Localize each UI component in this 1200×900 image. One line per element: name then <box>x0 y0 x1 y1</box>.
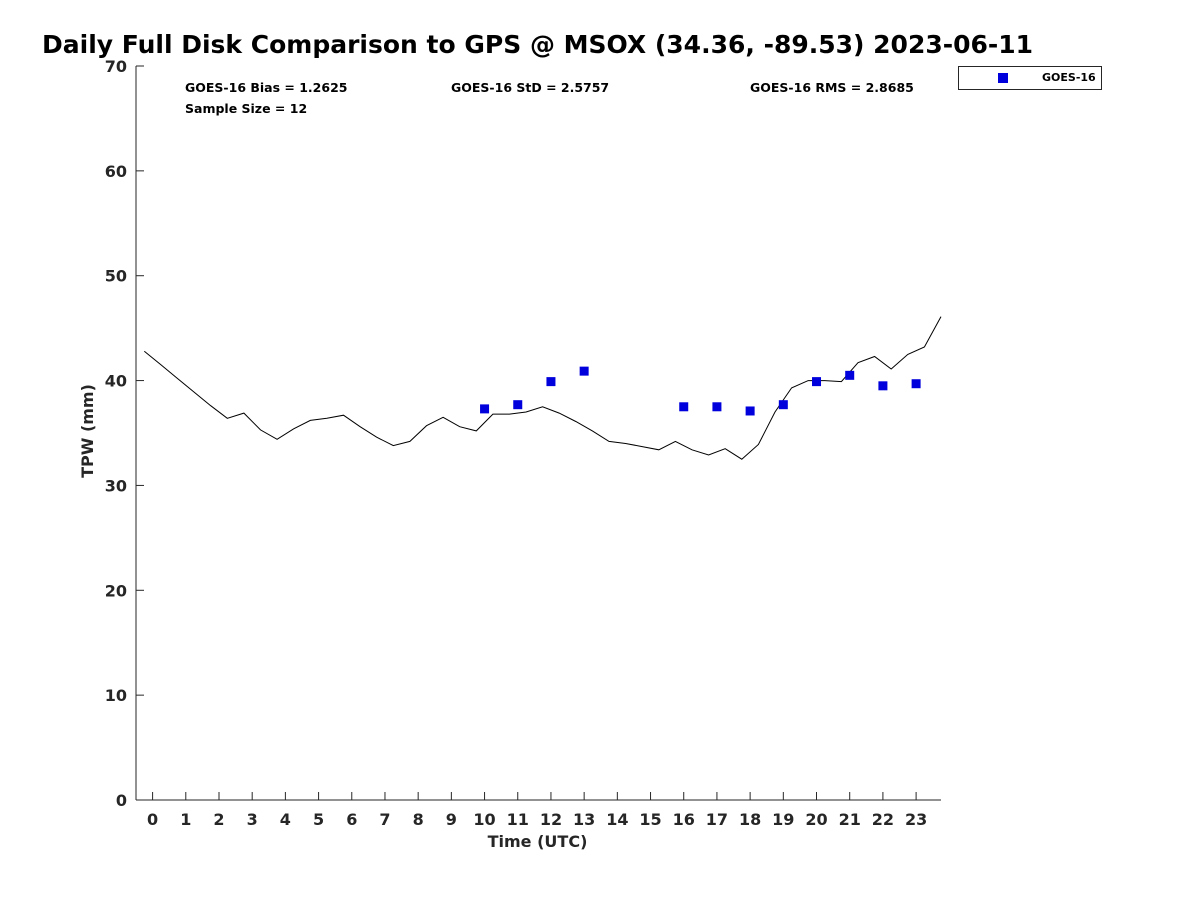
x-tick-label: 21 <box>839 810 861 829</box>
x-tick-label: 17 <box>706 810 728 829</box>
x-tick-label: 0 <box>147 810 158 829</box>
x-tick-label: 18 <box>739 810 761 829</box>
x-tick-label: 19 <box>772 810 794 829</box>
gps-line-series <box>143 316 942 460</box>
goes-16-point <box>878 381 888 391</box>
std-stat: GOES-16 StD = 2.5757 <box>451 80 609 95</box>
x-tick-label: 2 <box>213 810 224 829</box>
legend-marker-goes-16 <box>998 73 1008 83</box>
chart-title: Daily Full Disk Comparison to GPS @ MSOX… <box>42 30 1034 59</box>
goes-16-point <box>812 377 822 387</box>
sample-size-stat: Sample Size = 12 <box>185 101 307 116</box>
gps-tpw-line <box>143 316 942 460</box>
x-tick-label: 11 <box>507 810 529 829</box>
bias-stat: GOES-16 Bias = 1.2625 <box>185 80 347 95</box>
x-axis-label: Time (UTC) <box>488 832 588 851</box>
goes-16-points <box>480 366 921 416</box>
goes-16-point <box>679 402 689 412</box>
y-tick-label: 70 <box>105 57 127 76</box>
x-tick-label: 22 <box>872 810 894 829</box>
goes-16-point <box>845 370 855 380</box>
y-axis-label: TPW (mm) <box>78 384 97 478</box>
y-tick-label: 30 <box>105 476 127 495</box>
x-tick-label: 10 <box>473 810 495 829</box>
legend: GOES-16 <box>958 66 1102 90</box>
x-tick-label: 4 <box>280 810 291 829</box>
y-tick-label: 20 <box>105 581 127 600</box>
goes-16-point <box>911 379 921 389</box>
y-tick-label: 0 <box>116 791 127 810</box>
y-tick-label: 10 <box>105 686 127 705</box>
goes-16-point <box>546 377 556 387</box>
x-tick-label: 1 <box>180 810 191 829</box>
goes-16-point <box>480 404 490 414</box>
x-tick-label: 6 <box>346 810 357 829</box>
x-tick-label: 12 <box>540 810 562 829</box>
goes-16-point <box>778 400 788 410</box>
x-tick-label: 15 <box>639 810 661 829</box>
x-tick-label: 3 <box>247 810 258 829</box>
x-tick-label: 9 <box>446 810 457 829</box>
y-tick-label: 60 <box>105 162 127 181</box>
x-tick-label: 8 <box>413 810 424 829</box>
x-tick-label: 20 <box>805 810 827 829</box>
legend-label-goes-16: GOES-16 <box>1042 71 1096 84</box>
x-tick-label: 16 <box>673 810 695 829</box>
goes-16-point <box>745 406 755 416</box>
x-tick-label: 13 <box>573 810 595 829</box>
goes-16-point <box>712 402 722 412</box>
x-tick-label: 23 <box>905 810 927 829</box>
x-tick-label: 5 <box>313 810 324 829</box>
y-tick-label: 50 <box>105 267 127 286</box>
goes-16-point <box>513 400 523 410</box>
legend-box <box>958 66 1102 90</box>
goes-16-point <box>579 366 589 376</box>
x-tick-label: 7 <box>379 810 390 829</box>
y-tick-label: 40 <box>105 372 127 391</box>
rms-stat: GOES-16 RMS = 2.8685 <box>750 80 914 95</box>
x-tick-label: 14 <box>606 810 628 829</box>
